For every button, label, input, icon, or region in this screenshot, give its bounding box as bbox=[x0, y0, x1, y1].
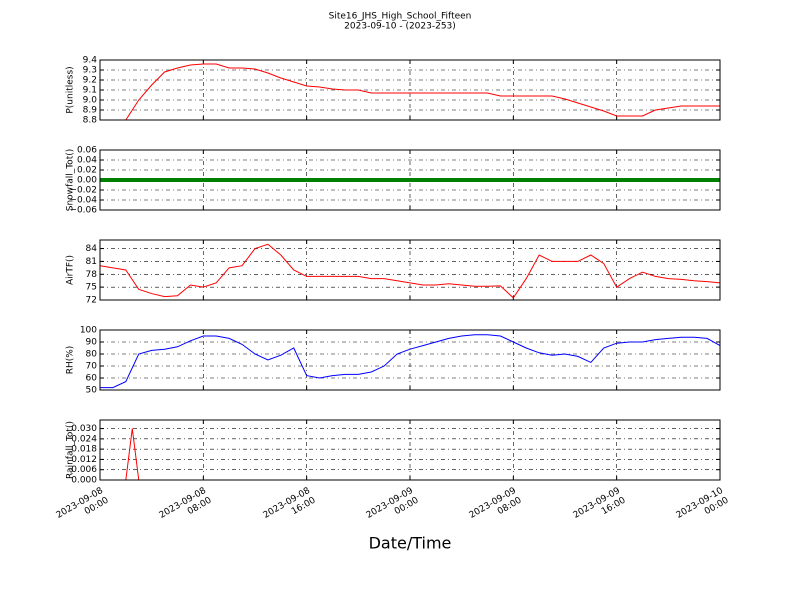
y-tick-label: 0.00 bbox=[77, 176, 97, 186]
y-tick-label: 72 bbox=[86, 296, 97, 306]
y-tick-label: 84 bbox=[86, 244, 98, 254]
y-axis-label: AirTF() bbox=[66, 255, 76, 285]
y-tick-label: 0.000 bbox=[71, 476, 97, 486]
y-tick-label: 0.04 bbox=[77, 156, 97, 166]
y-tick-label: 0.024 bbox=[71, 434, 97, 444]
y-tick-label: 81 bbox=[86, 257, 97, 267]
y-tick-label: −0.06 bbox=[69, 206, 97, 216]
y-axis-label: Rainfall_Tot() bbox=[66, 421, 76, 479]
y-tick-label: 0.030 bbox=[71, 424, 97, 434]
y-tick-label: 0.012 bbox=[71, 455, 97, 465]
y-tick-label: 100 bbox=[80, 326, 97, 336]
y-tick-label: 9.2 bbox=[83, 76, 97, 86]
plot-frame bbox=[99, 329, 721, 391]
y-tick-label: 8.8 bbox=[83, 116, 98, 126]
y-tick-label: −0.04 bbox=[69, 196, 97, 206]
y-tick-label: 9.3 bbox=[83, 66, 97, 76]
chart-subtitle: 2023-09-10 - (2023-253) bbox=[344, 22, 456, 32]
plot-frame bbox=[99, 59, 721, 121]
y-tick-label: 70 bbox=[86, 362, 98, 372]
plot-frame bbox=[99, 149, 721, 211]
y-axis-label: Snowfall_Tot() bbox=[66, 149, 76, 212]
y-tick-label: 50 bbox=[86, 386, 98, 396]
y-tick-label: 78 bbox=[86, 270, 98, 280]
y-tick-label: 90 bbox=[86, 338, 98, 348]
y-tick-label: 75 bbox=[86, 283, 97, 293]
y-tick-label: 0.06 bbox=[77, 146, 97, 156]
y-tick-label: 0.006 bbox=[71, 465, 97, 475]
y-tick-label: 60 bbox=[86, 374, 98, 384]
y-tick-label: 9.4 bbox=[83, 56, 98, 66]
y-tick-label: 9.1 bbox=[83, 86, 97, 96]
y-tick-label: 0.018 bbox=[71, 445, 97, 455]
y-axis-label: RH(%) bbox=[66, 346, 76, 375]
y-axis-label: P(unitless) bbox=[66, 66, 76, 113]
y-tick-label: −0.02 bbox=[69, 186, 97, 196]
y-tick-label: 9.0 bbox=[83, 96, 98, 106]
x-axis-label: Date/Time bbox=[369, 534, 452, 553]
plot-frame bbox=[99, 239, 721, 301]
plot-frame bbox=[99, 419, 721, 481]
y-tick-label: 80 bbox=[86, 350, 98, 360]
y-tick-label: 8.9 bbox=[83, 106, 98, 116]
y-tick-label: 0.02 bbox=[77, 166, 97, 176]
series-line bbox=[99, 243, 721, 299]
chart-title: Site16_JHS_High_School_Fifteen bbox=[329, 12, 472, 22]
series-line bbox=[100, 334, 721, 389]
series-line bbox=[100, 63, 720, 121]
